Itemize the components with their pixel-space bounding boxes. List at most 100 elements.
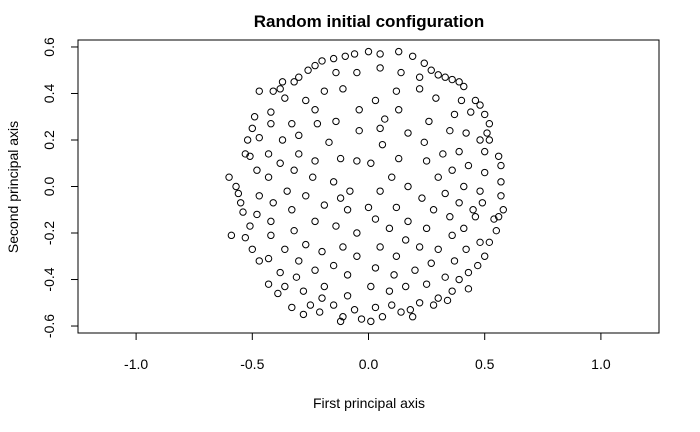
data-point [485, 238, 494, 247]
data-point [243, 136, 252, 144]
data-point [446, 213, 454, 221]
x-tick-label: -0.5 [240, 356, 264, 372]
y-axis-label: Second principal axis [5, 121, 21, 253]
data-point [450, 257, 459, 265]
data-point [343, 271, 352, 279]
data-point [367, 317, 375, 326]
data-point [318, 294, 326, 302]
data-point [476, 238, 484, 247]
data-point [462, 129, 470, 137]
data-point [290, 166, 298, 174]
y-tick-label: 0.6 [41, 37, 57, 57]
data-point [248, 124, 257, 133]
data-point [255, 133, 263, 142]
data-point [420, 59, 428, 67]
data-point [422, 280, 431, 288]
data-point [441, 273, 449, 281]
y-tick-label: 0.0 [41, 177, 57, 197]
data-point [481, 252, 489, 260]
data-point [311, 106, 319, 114]
data-point [448, 231, 456, 240]
data-point [401, 282, 410, 291]
data-point [343, 292, 352, 300]
data-point [236, 199, 245, 207]
data-point [288, 303, 296, 312]
data-point [350, 50, 359, 58]
data-point [415, 243, 424, 251]
data-point [497, 178, 505, 186]
data-point [299, 310, 308, 319]
data-point [404, 182, 412, 191]
data-point [450, 110, 459, 119]
x-tick-label: 0.0 [359, 356, 379, 372]
data-point [441, 73, 449, 81]
data-point [441, 189, 449, 198]
data-point [388, 301, 396, 309]
data-point [401, 236, 410, 244]
data-point [320, 87, 329, 95]
y-tick-label: -0.4 [41, 267, 57, 291]
data-point [422, 224, 431, 233]
data-point [390, 271, 398, 279]
x-axis: -1.0 -0.5 0.0 0.5 1.0 [124, 332, 611, 372]
data-point [339, 243, 347, 251]
data-point [483, 129, 491, 137]
data-point [462, 245, 470, 253]
data-point [418, 194, 426, 202]
data-point [432, 94, 440, 102]
data-point [411, 266, 419, 274]
data-point [346, 187, 354, 195]
data-point [248, 245, 257, 253]
data-point [371, 303, 380, 312]
data-point [434, 71, 442, 79]
data-point [497, 192, 505, 200]
data-point [397, 68, 405, 77]
data-point [448, 166, 456, 174]
data-point [408, 313, 417, 321]
data-point [320, 282, 329, 291]
data-point [420, 138, 428, 147]
data-point [302, 192, 310, 200]
data-point [264, 150, 273, 158]
data-point [353, 252, 361, 260]
data-point [269, 87, 277, 95]
data-point [239, 208, 247, 216]
data-point [336, 317, 345, 326]
data-point [255, 192, 263, 200]
data-point [253, 210, 261, 219]
data-point [283, 187, 291, 195]
data-point [343, 206, 352, 214]
data-point [281, 282, 289, 291]
x-tick-label: -1.0 [124, 356, 148, 372]
data-point [278, 136, 287, 144]
data-point [429, 206, 438, 214]
data-point [295, 257, 303, 265]
data-point [490, 215, 498, 223]
data-point [329, 178, 338, 186]
data-point [276, 159, 284, 167]
data-point [357, 315, 366, 323]
data-point [290, 78, 298, 86]
data-point [355, 106, 363, 114]
data-point [274, 289, 282, 298]
data-point [353, 68, 361, 77]
data-point [478, 199, 487, 207]
data-point [499, 206, 507, 214]
data-point [225, 173, 233, 181]
data-point [255, 257, 263, 265]
data-point [288, 120, 296, 128]
data-point [367, 282, 375, 291]
y-tick-label: -0.6 [41, 314, 57, 338]
data-point [276, 268, 284, 277]
data-point [281, 94, 289, 102]
data-point [422, 157, 431, 165]
data-point [481, 110, 489, 119]
data-point [318, 57, 326, 65]
data-point [332, 117, 340, 126]
data-point [302, 240, 310, 249]
data-point [295, 150, 303, 158]
data-point [350, 306, 359, 314]
data-point [392, 203, 401, 212]
data-point [474, 261, 482, 270]
